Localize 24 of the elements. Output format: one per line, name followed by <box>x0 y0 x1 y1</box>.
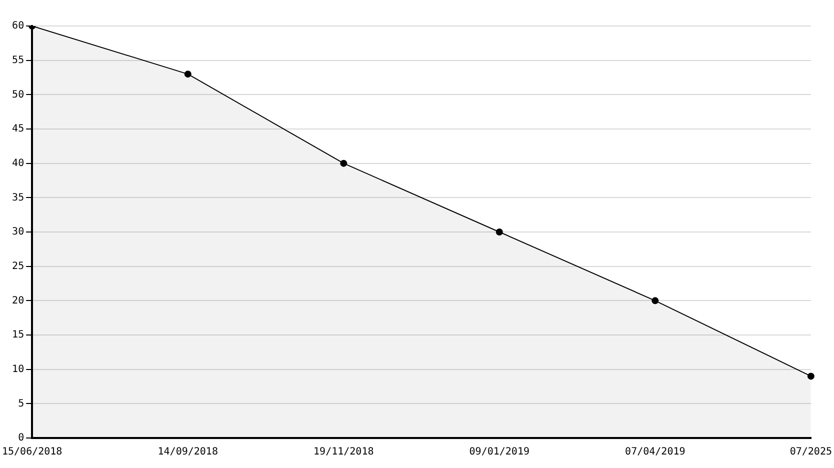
y-tick-label: 25 <box>12 260 24 272</box>
point <box>340 160 348 167</box>
y-tick-label: 30 <box>12 226 24 238</box>
point <box>184 70 192 78</box>
y-tick-label: 0 <box>18 432 24 444</box>
x-tick-label: 15/06/2018 <box>2 446 62 458</box>
x-tick-label: 07/2025 <box>790 446 832 458</box>
y-tick-label: 45 <box>12 124 24 135</box>
y-tick-label: 60 <box>12 20 24 32</box>
y-tick-label: 15 <box>12 330 24 341</box>
y-tick-label: 20 <box>12 295 24 306</box>
x-tick-label: 14/09/2018 <box>158 446 218 458</box>
point <box>807 372 814 380</box>
y-tick-label: 55 <box>12 54 24 66</box>
x-tick-label: 09/01/2019 <box>469 446 530 458</box>
y-tick-label: 50 <box>12 89 24 100</box>
x-tick-label: 07/04/2019 <box>625 446 686 458</box>
y-tick-label: 35 <box>12 192 24 204</box>
x-tick-label: 19/11/2018 <box>314 446 374 458</box>
y-tick-label: 40 <box>12 158 24 169</box>
y-tick-label: 10 <box>12 364 24 375</box>
point <box>652 297 659 304</box>
point <box>496 228 503 236</box>
y-tick-label: 5 <box>18 398 24 410</box>
